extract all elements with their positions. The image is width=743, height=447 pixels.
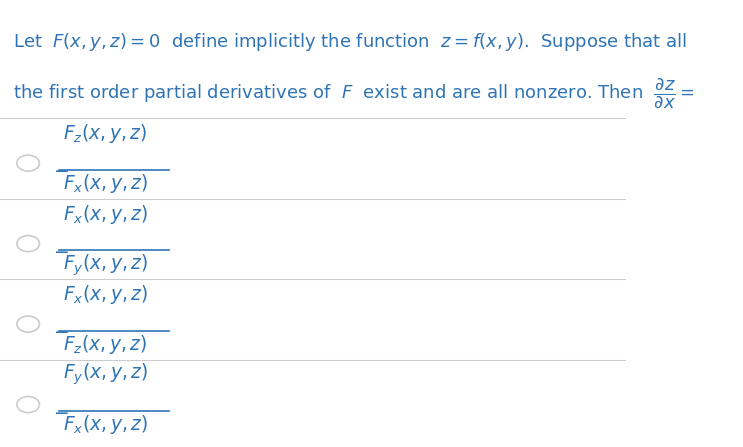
- Text: $-$: $-$: [53, 160, 69, 179]
- Text: $F_x(x, y, z)$: $F_x(x, y, z)$: [62, 203, 148, 226]
- Text: $F_x(x, y, z)$: $F_x(x, y, z)$: [62, 283, 148, 306]
- Text: the first order partial derivatives of  $F$  exist and are all nonzero. Then  $\: the first order partial derivatives of $…: [13, 76, 694, 110]
- Text: $F_x(x, y, z)$: $F_x(x, y, z)$: [62, 413, 148, 436]
- Text: $-$: $-$: [53, 321, 69, 340]
- Text: $F_z(x, y, z)$: $F_z(x, y, z)$: [62, 122, 147, 145]
- Text: Let  $F(x, y, z) = 0$  define implicitly the function  $z = f(x, y)$.  Suppose t: Let $F(x, y, z) = 0$ define implicitly t…: [13, 31, 687, 53]
- Text: $-$: $-$: [53, 402, 69, 421]
- Text: $F_y(x, y, z)$: $F_y(x, y, z)$: [62, 361, 148, 387]
- Text: $F_x(x, y, z)$: $F_x(x, y, z)$: [62, 172, 148, 195]
- Text: $-$: $-$: [53, 241, 69, 260]
- Text: $F_z(x, y, z)$: $F_z(x, y, z)$: [62, 333, 147, 356]
- Text: $F_y(x, y, z)$: $F_y(x, y, z)$: [62, 253, 148, 278]
